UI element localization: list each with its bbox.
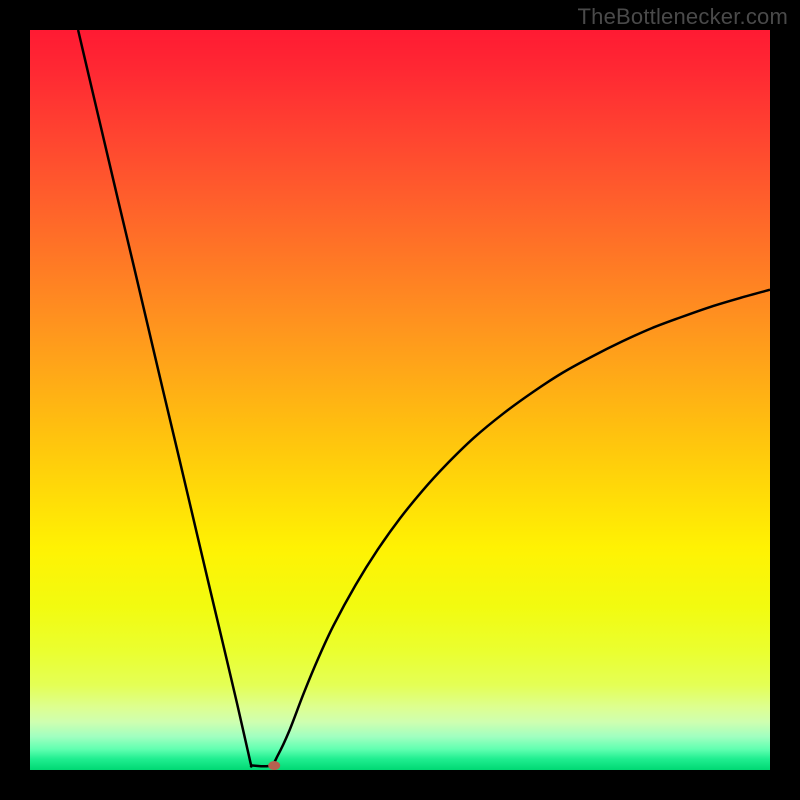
watermark-text: TheBottlenecker.com	[578, 4, 788, 30]
chart-background	[30, 30, 770, 770]
bottleneck-chart	[30, 30, 770, 770]
chart-frame: TheBottlenecker.com	[0, 0, 800, 800]
optimum-marker	[268, 761, 280, 770]
